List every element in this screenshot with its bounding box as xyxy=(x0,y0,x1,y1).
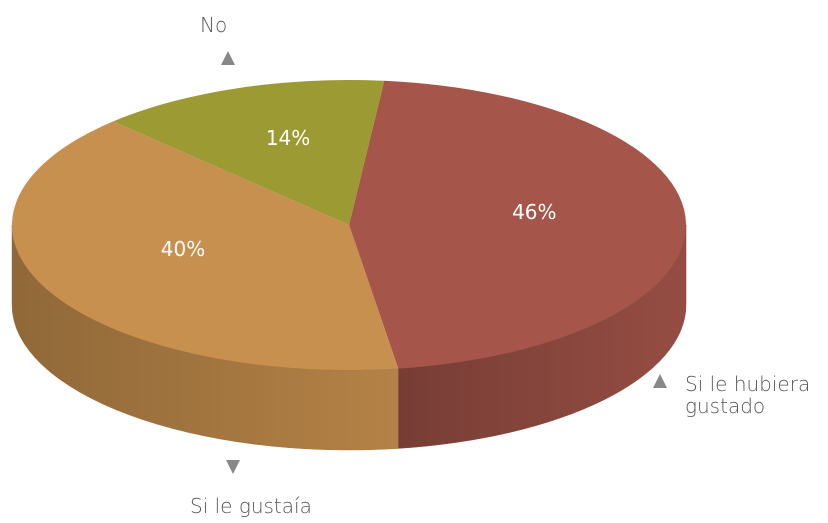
label-marker xyxy=(221,51,235,65)
label-marker xyxy=(226,460,240,474)
pie-slice xyxy=(349,80,687,369)
category-label: No xyxy=(200,13,228,37)
category-label: Si le hubiera gustado xyxy=(685,372,811,418)
label-marker xyxy=(653,374,667,388)
data-label: 14% xyxy=(266,126,310,150)
pie-slice xyxy=(11,121,399,370)
category-label: Si le gustaía xyxy=(190,494,312,518)
pie-slice xyxy=(113,80,385,225)
data-label: 46% xyxy=(512,200,556,224)
data-label: 40% xyxy=(161,237,205,261)
